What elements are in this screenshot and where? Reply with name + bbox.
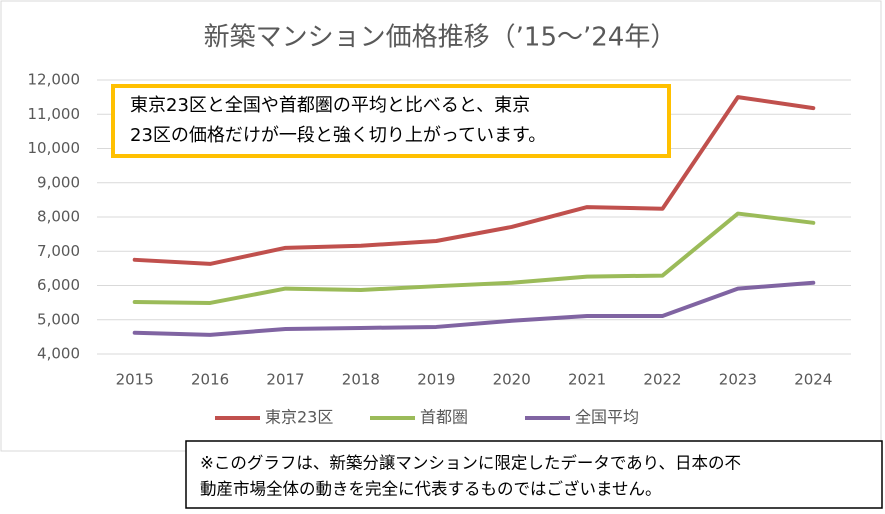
y-tick-label: 6,000 [37,276,80,294]
series-line [132,95,816,266]
annotation-line: 東京23区と全国や首都圏の平均と比べると、東京 [130,95,530,116]
y-tick-label: 7,000 [37,242,80,260]
note-line: ※このグラフは、新築分譲マンションに限定したデータであり、日本の不 [200,453,741,473]
x-tick-label: 2023 [719,371,757,389]
note-line: 動産市場全体の動きを完全に代表するものではございません。 [200,479,662,499]
y-tick-label: 10,000 [28,139,81,157]
legend-label: 首都圏 [420,408,468,427]
x-tick-label: 2015 [116,371,154,389]
x-tick-label: 2022 [643,371,681,389]
legend-label: 全国平均 [575,408,639,427]
chart-frame [0,0,882,452]
x-tick-label: 2024 [794,371,832,389]
x-tick-label: 2021 [568,371,606,389]
x-tick-label: 2017 [266,371,304,389]
x-tick-label: 2020 [493,371,531,389]
x-tick-label: 2016 [191,371,229,389]
y-tick-label: 8,000 [37,208,80,226]
series-line [132,280,816,337]
y-tick-label: 9,000 [37,173,80,191]
y-tick-label: 11,000 [28,105,81,123]
y-tick-label: 12,000 [28,71,81,89]
legend-label: 東京23区 [265,408,333,427]
note-box [185,440,883,509]
x-tick-label: 2019 [417,371,455,389]
annotation-box [111,84,671,158]
series-line [132,211,816,305]
y-tick-label: 4,000 [37,345,80,363]
y-tick-label: 5,000 [37,310,80,328]
annotation-line: 23区の価格だけが一段と強く切り上がっています。 [130,125,546,146]
x-tick-label: 2018 [342,371,380,389]
chart-title: 新築マンション価格推移（’15～’24年） [204,23,677,53]
